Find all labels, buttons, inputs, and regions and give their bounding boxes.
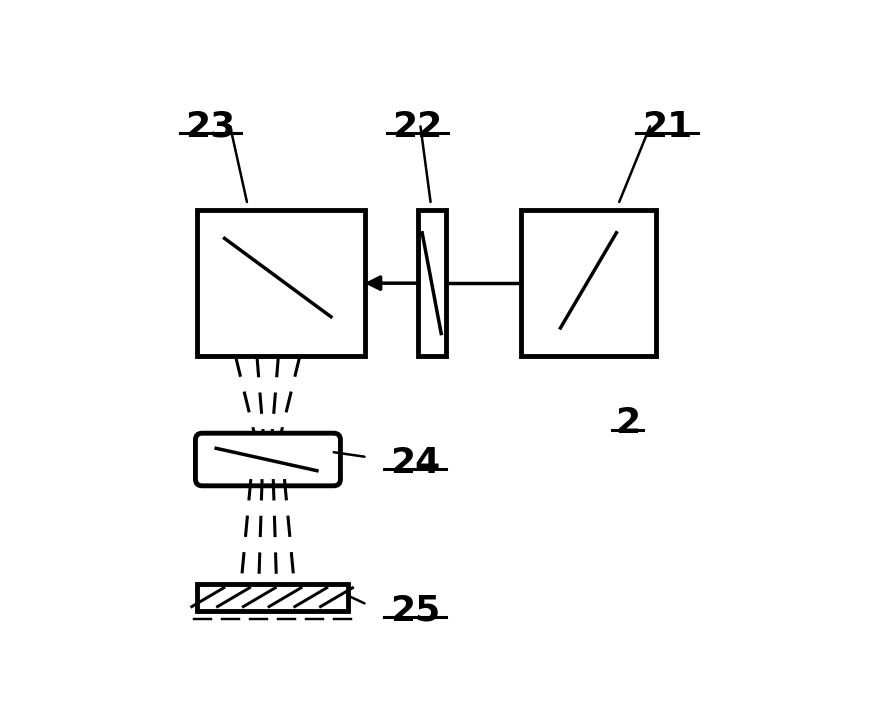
Text: 24: 24: [390, 446, 440, 480]
Bar: [197, 584, 347, 611]
Text: 2: 2: [615, 406, 641, 441]
Text: 25: 25: [390, 594, 440, 628]
Text: 23: 23: [185, 110, 236, 144]
Bar: [197, 210, 364, 356]
Text: 21: 21: [641, 110, 692, 144]
Bar: [521, 210, 656, 356]
Bar: [417, 210, 446, 356]
FancyBboxPatch shape: [196, 433, 340, 486]
Text: 22: 22: [392, 110, 443, 144]
